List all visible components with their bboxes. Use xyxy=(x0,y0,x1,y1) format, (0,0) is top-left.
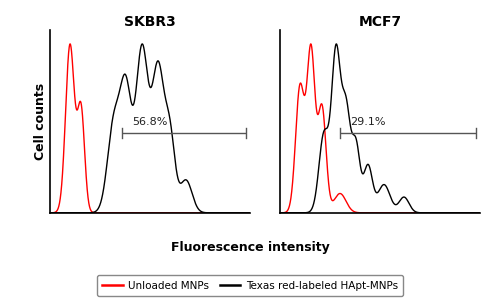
Legend: Unloaded MNPs, Texas red-labeled HApt-MNPs: Unloaded MNPs, Texas red-labeled HApt-MN… xyxy=(97,275,403,296)
Title: MCF7: MCF7 xyxy=(358,15,402,29)
Text: 29.1%: 29.1% xyxy=(350,117,386,127)
Y-axis label: Cell counts: Cell counts xyxy=(34,83,47,160)
Text: Fluorescence intensity: Fluorescence intensity xyxy=(170,241,330,254)
Text: 56.8%: 56.8% xyxy=(132,117,168,127)
Title: SKBR3: SKBR3 xyxy=(124,15,176,29)
